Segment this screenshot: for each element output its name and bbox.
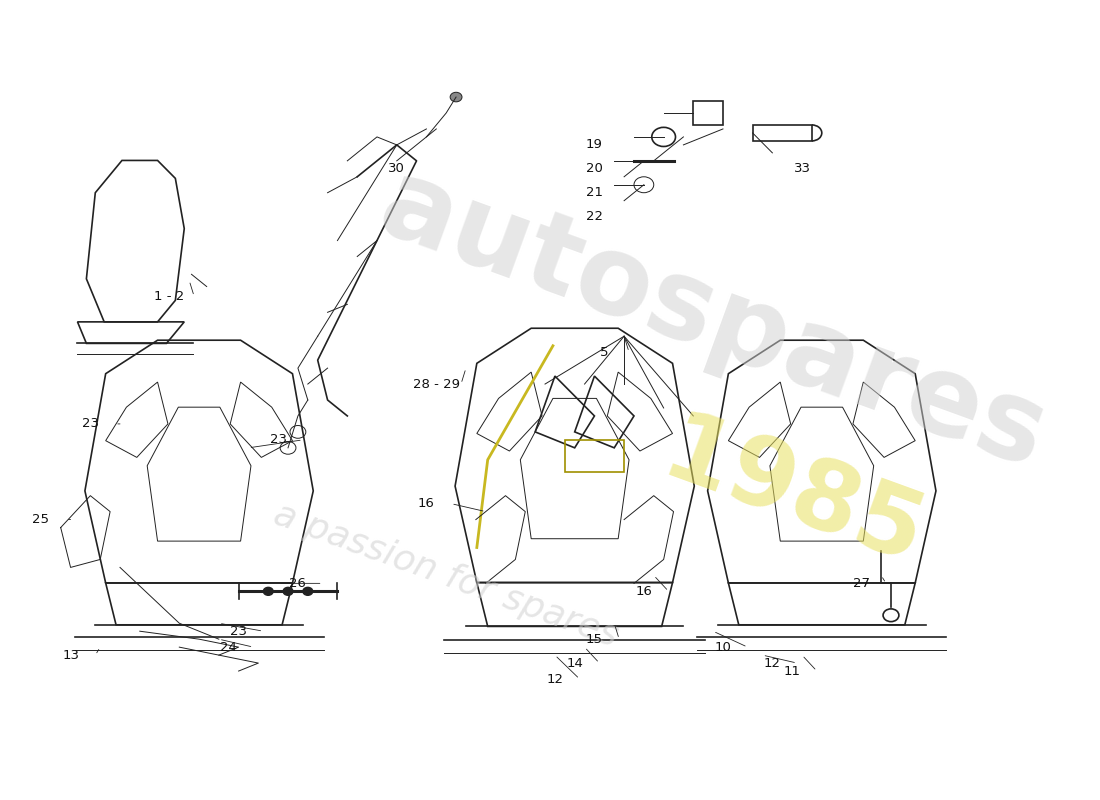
Text: 13: 13: [62, 649, 79, 662]
Text: 26: 26: [289, 577, 307, 590]
Text: 20: 20: [586, 162, 603, 175]
Text: 22: 22: [586, 210, 603, 223]
Text: 5: 5: [601, 346, 608, 358]
Text: 15: 15: [586, 633, 603, 646]
Text: 10: 10: [715, 641, 732, 654]
Text: 21: 21: [586, 186, 603, 199]
Text: 12: 12: [547, 673, 563, 686]
Text: a passion for spares: a passion for spares: [270, 497, 623, 654]
Text: 16: 16: [418, 497, 434, 510]
Text: 33: 33: [793, 162, 811, 175]
Text: 27: 27: [852, 577, 870, 590]
Text: 16: 16: [636, 585, 652, 598]
Text: 12: 12: [763, 657, 781, 670]
Text: 30: 30: [388, 162, 405, 175]
Text: 28 - 29: 28 - 29: [412, 378, 460, 390]
Text: 14: 14: [566, 657, 583, 670]
Circle shape: [450, 92, 462, 102]
Text: 25: 25: [32, 513, 50, 526]
Text: 19: 19: [586, 138, 603, 151]
Text: 23: 23: [230, 625, 248, 638]
Circle shape: [283, 587, 293, 595]
Text: 23: 23: [270, 434, 287, 446]
Circle shape: [302, 587, 312, 595]
Text: 11: 11: [783, 665, 801, 678]
Text: autospares: autospares: [365, 150, 1060, 490]
Circle shape: [263, 587, 273, 595]
Text: 24: 24: [220, 641, 238, 654]
Text: 23: 23: [81, 418, 99, 430]
Text: 1985: 1985: [649, 406, 935, 586]
Text: 1 - 2: 1 - 2: [154, 290, 185, 303]
